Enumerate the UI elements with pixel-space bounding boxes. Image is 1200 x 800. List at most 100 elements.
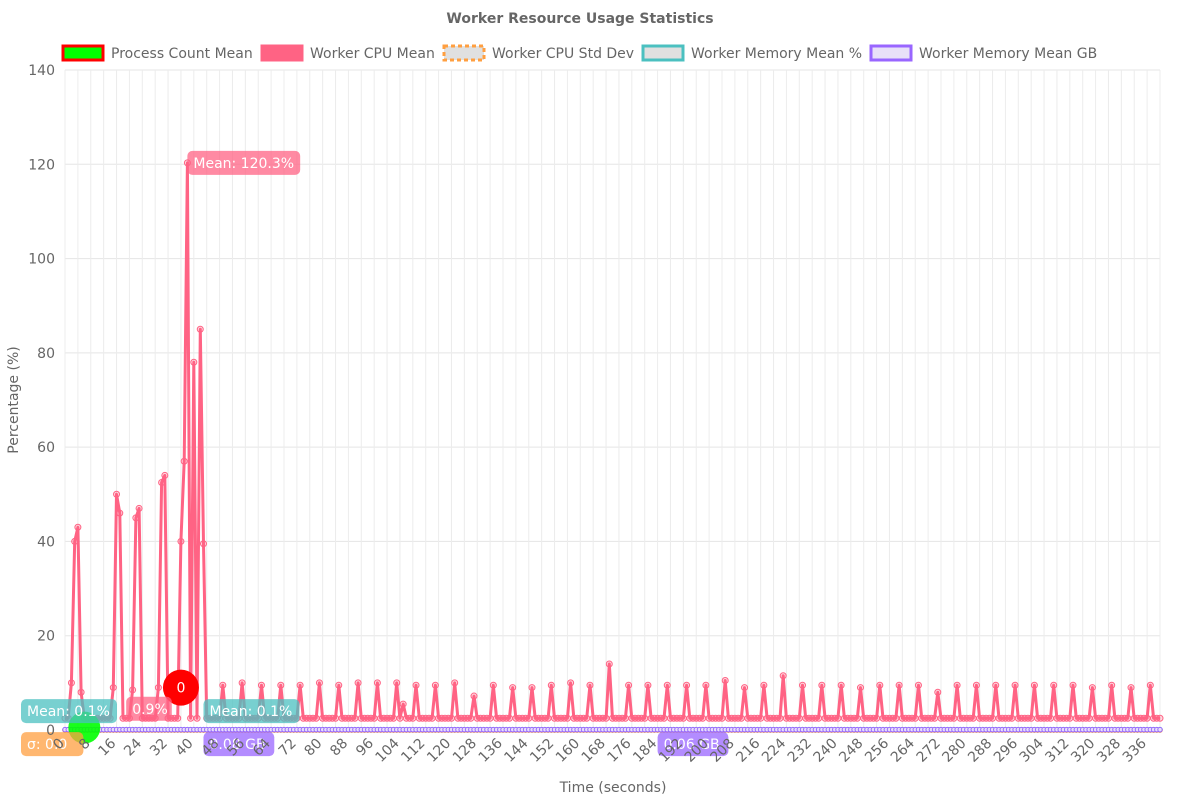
- data-point: [161, 471, 169, 479]
- data-point: [1066, 714, 1074, 722]
- data-point: [931, 714, 939, 722]
- data-point: [190, 358, 198, 366]
- data-point: [876, 681, 884, 689]
- data-point: [544, 714, 552, 722]
- annotation-label: 0.08 GB: [209, 737, 265, 753]
- series-layer: [61, 159, 1164, 744]
- annotation-label: 0: [176, 681, 185, 697]
- data-point: [1146, 681, 1154, 689]
- x-tick-label: 320: [1068, 736, 1098, 766]
- data-point: [393, 679, 401, 687]
- data-point: [486, 714, 494, 722]
- x-tick-label: 176: [604, 735, 634, 765]
- data-point: [428, 714, 436, 722]
- x-tick-label: 272: [914, 736, 944, 766]
- data-point: [354, 679, 362, 687]
- data-point: [776, 714, 784, 722]
- x-tick-label: 296: [991, 735, 1021, 765]
- data-point: [702, 681, 710, 689]
- x-tick-label: 280: [939, 736, 969, 766]
- data-point: [1008, 714, 1016, 722]
- data-point: [177, 537, 185, 545]
- y-tick-label: 60: [37, 440, 55, 456]
- annotation-marker: [162, 669, 199, 706]
- annotation-label: Mean: 0.1%: [27, 704, 110, 720]
- x-tick-label: 336: [1120, 735, 1150, 765]
- x-tick-label: 304: [1017, 735, 1047, 765]
- legend-label: Worker CPU Std Dev: [492, 46, 634, 62]
- x-tick-label: 24: [121, 735, 145, 759]
- x-tick-label: 16: [95, 735, 119, 759]
- y-axis: 0 20 40 60 80 100 120 140: [28, 63, 55, 739]
- data-point: [1027, 714, 1035, 722]
- legend-label: Worker CPU Mean: [310, 46, 435, 62]
- x-tick-label: 240: [811, 736, 841, 766]
- data-point: [989, 714, 997, 722]
- data-point: [67, 679, 75, 687]
- data-point: [219, 681, 227, 689]
- data-point: [644, 681, 652, 689]
- data-point: [1050, 681, 1058, 689]
- data-point: [174, 714, 182, 722]
- data-point: [332, 714, 340, 722]
- data-point: [583, 714, 591, 722]
- data-point: [116, 509, 124, 517]
- data-point: [390, 714, 397, 722]
- data-point: [1127, 684, 1135, 692]
- legend-swatch: [260, 44, 304, 62]
- data-point: [296, 681, 304, 689]
- x-tick-label: 168: [579, 736, 609, 766]
- data-point: [528, 684, 536, 692]
- data-point: [721, 677, 729, 684]
- data-point: [602, 714, 610, 722]
- legend-swatch: [869, 44, 913, 62]
- data-point: [1143, 714, 1151, 722]
- data-point: [679, 714, 687, 722]
- data-point: [972, 681, 980, 689]
- annotation-label: Mean: 120.3%: [193, 156, 294, 172]
- data-point: [873, 714, 881, 722]
- y-tick-label: 80: [37, 346, 55, 362]
- x-tick-label: 248: [836, 736, 866, 766]
- x-tick-label: 144: [501, 735, 531, 765]
- y-tick-label: 40: [37, 534, 55, 550]
- data-point: [396, 714, 404, 722]
- data-point: [409, 714, 417, 722]
- data-point: [567, 679, 575, 687]
- data-point: [180, 457, 188, 465]
- data-point: [187, 714, 195, 722]
- x-tick-label: 216: [733, 735, 763, 765]
- data-point: [351, 714, 359, 722]
- data-point: [586, 681, 594, 689]
- data-point: [135, 504, 143, 512]
- x-tick-label: 288: [965, 736, 995, 766]
- legend-swatch: [442, 44, 486, 62]
- data-point: [1104, 714, 1112, 722]
- chart-title: Worker Resource Usage Statistics: [446, 11, 713, 27]
- y-axis-title: Percentage (%): [6, 346, 22, 453]
- data-point: [660, 714, 668, 722]
- data-point: [737, 714, 745, 722]
- data-point: [683, 681, 691, 689]
- annotation-box: [203, 699, 300, 724]
- legend-swatch: [61, 44, 105, 62]
- data-point: [277, 681, 285, 689]
- y-tick-label: 20: [37, 629, 55, 645]
- annotation-box: [21, 699, 117, 724]
- data-point: [1011, 681, 1019, 689]
- data-point: [818, 681, 826, 689]
- data-point: [641, 714, 649, 722]
- data-point: [451, 679, 459, 687]
- data-point: [934, 688, 942, 696]
- data-point: [563, 714, 571, 722]
- data-point: [1157, 726, 1163, 733]
- y-tick-label: 120: [28, 157, 55, 173]
- annotation-label: 0.9%: [132, 702, 168, 718]
- data-point: [895, 681, 903, 689]
- data-point: [370, 714, 378, 722]
- data-point: [892, 714, 900, 722]
- data-point: [470, 692, 478, 700]
- cpu-mean-line: [65, 161, 1160, 720]
- x-tick-label: 40: [173, 736, 197, 760]
- data-point: [834, 714, 842, 722]
